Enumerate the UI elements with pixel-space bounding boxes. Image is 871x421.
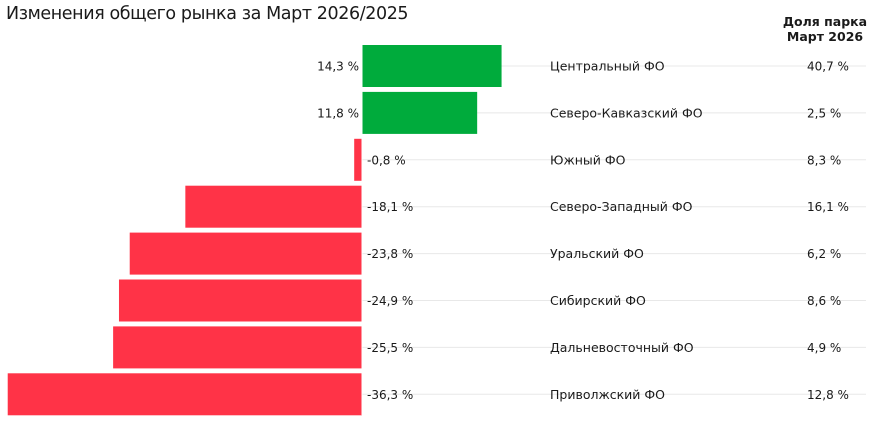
bar (118, 279, 362, 322)
share-column-header: Доля парка Март 2026 (781, 14, 869, 44)
value-label: -25,5 % (367, 341, 413, 355)
share-label: 6,2 % (807, 247, 841, 261)
category-label: Центральный ФО (550, 59, 665, 74)
value-label: 14,3 % (317, 60, 359, 74)
share-label: 2,5 % (807, 106, 841, 120)
share-header-line-2: Март 2026 (786, 29, 864, 44)
category-label: Уральский ФО (550, 246, 644, 261)
value-label: 11,8 % (317, 106, 359, 120)
share-label: 8,3 % (807, 153, 841, 167)
share-label: 12,8 % (807, 388, 849, 402)
category-label: Дальневосточный ФО (550, 340, 694, 355)
category-label: Северо-Кавказский ФО (550, 105, 703, 120)
bar (362, 45, 502, 87)
share-label: 4,9 % (807, 341, 841, 355)
bar (185, 185, 362, 228)
bar (362, 91, 478, 134)
value-label: -23,8 % (367, 247, 413, 261)
category-label: Южный ФО (550, 152, 626, 167)
bar (7, 373, 362, 416)
value-label: -18,1 % (367, 200, 413, 214)
value-label: -24,9 % (367, 294, 413, 308)
value-label: -36,3 % (367, 388, 413, 402)
category-label: Приволжский ФО (550, 387, 665, 402)
chart-title: Изменения общего рынка за Март 2026/2025 (6, 4, 409, 24)
bar (354, 138, 362, 181)
share-label: 40,7 % (807, 60, 849, 74)
share-label: 8,6 % (807, 294, 841, 308)
bar (113, 326, 363, 369)
share-header-line-1: Доля парка (782, 14, 868, 29)
category-label: Северо-Западный ФО (550, 199, 693, 214)
category-label: Сибирский ФО (550, 293, 646, 308)
bar (129, 232, 362, 275)
share-label: 16,1 % (807, 200, 849, 214)
value-label: -0,8 % (367, 153, 406, 167)
